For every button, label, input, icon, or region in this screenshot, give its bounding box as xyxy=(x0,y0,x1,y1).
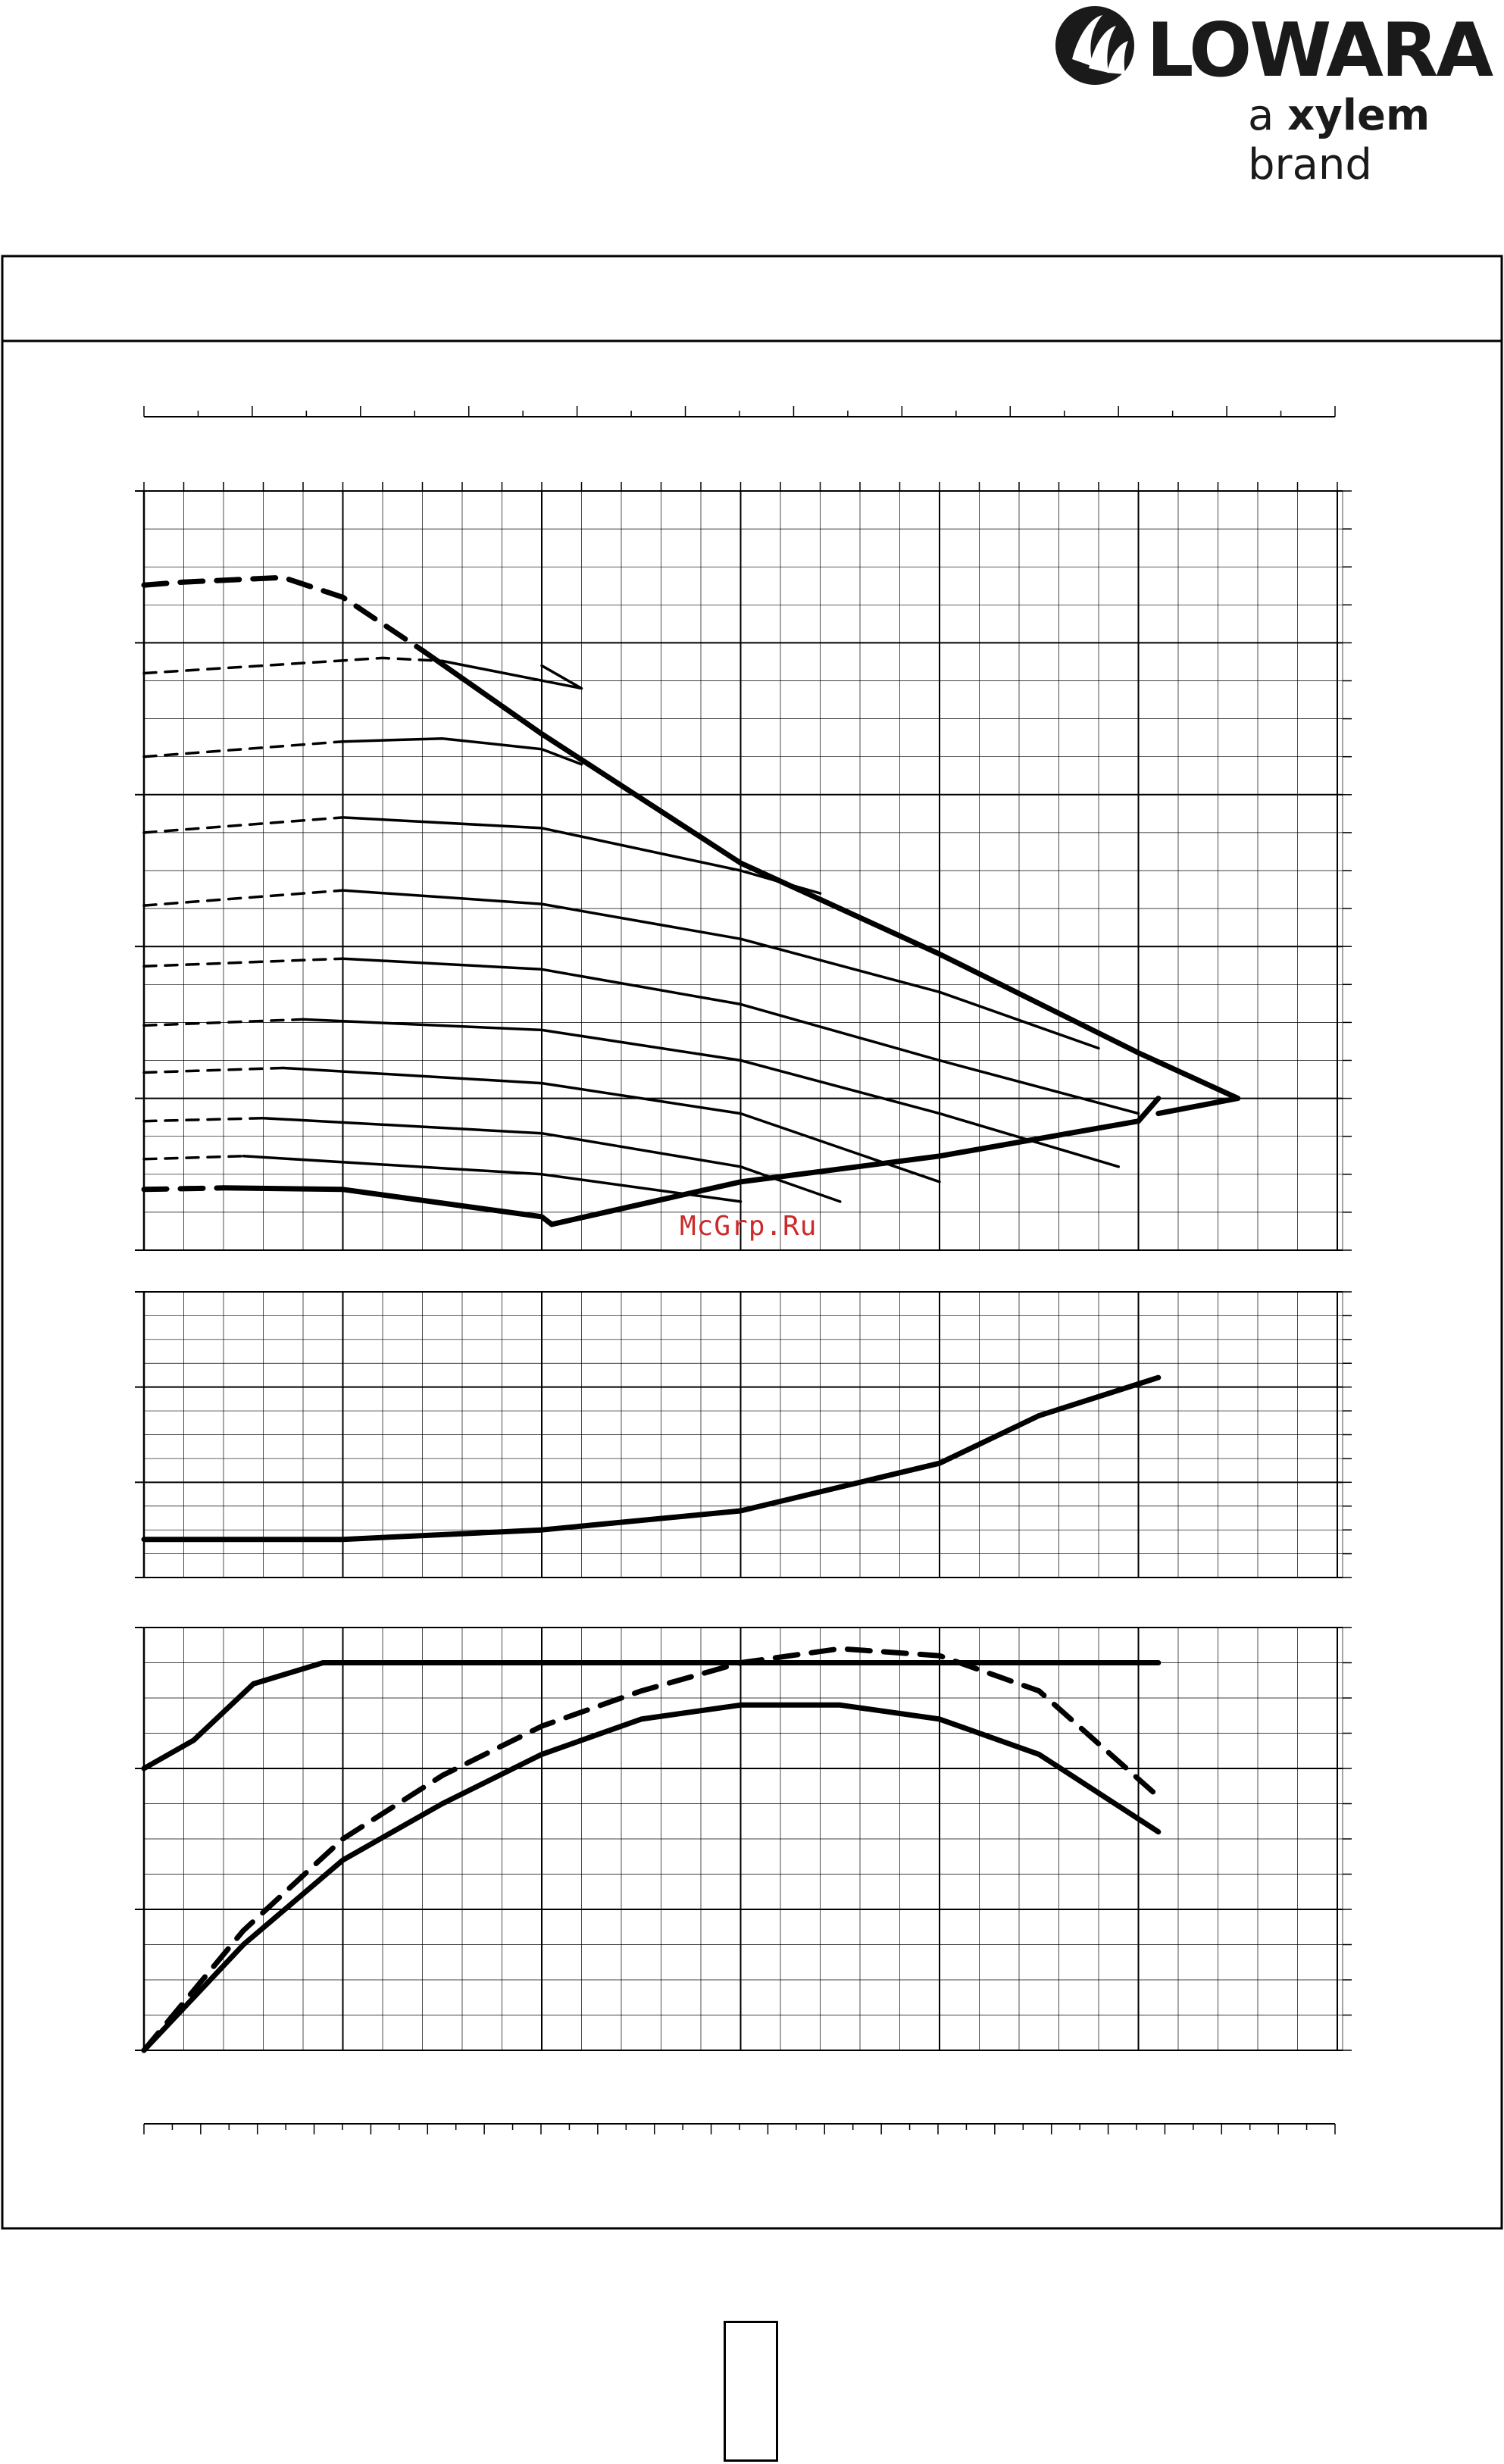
efficiency-curve-1 xyxy=(141,1646,1162,2053)
head-curve-17 xyxy=(142,1155,245,1161)
top-auxiliary-scale xyxy=(143,406,1336,417)
lowara-drop-icon xyxy=(1055,6,1134,85)
head-curve-14 xyxy=(282,1066,941,1184)
head-curve-10 xyxy=(341,957,1140,1115)
head-top-ticks xyxy=(143,482,1338,491)
head-curve-19 xyxy=(141,1185,227,1193)
brand-tagline: a xylem brand xyxy=(1248,91,1431,189)
head-curve-0 xyxy=(141,574,425,653)
page-number-box xyxy=(724,2321,778,2462)
head-curve-12 xyxy=(302,1018,1121,1168)
head-curve-16 xyxy=(261,1116,842,1203)
head-curve-2 xyxy=(441,659,583,690)
efficiency-curve-2 xyxy=(141,1702,1162,2053)
efficiency-grid xyxy=(135,1627,1352,2051)
watermark-text: McGrp.Ru xyxy=(680,1211,818,1242)
head-curve-22 xyxy=(549,1096,1162,1227)
head-curve-7 xyxy=(142,889,345,907)
head-curve-13 xyxy=(142,1066,285,1074)
power-grid xyxy=(135,1291,1352,1578)
chart-frame xyxy=(1,255,1503,2230)
head-curve-11 xyxy=(142,1018,305,1027)
head-curve-15 xyxy=(142,1116,265,1123)
head-curve-21 xyxy=(420,647,1241,1117)
head-curve-3 xyxy=(142,740,345,758)
bottom-auxiliary-scale xyxy=(143,2123,1336,2134)
head-curve-5 xyxy=(142,816,345,834)
power-curve-0 xyxy=(141,1374,1162,1543)
efficiency-curve-0 xyxy=(141,1660,1162,1771)
brand-name: LOWARA xyxy=(1146,8,1493,94)
head-curve-8 xyxy=(341,889,1100,1050)
head-curve-18 xyxy=(242,1155,743,1203)
brand-block: LOWARA a xylem brand xyxy=(1049,0,1504,189)
head-curve-4 xyxy=(341,736,583,766)
head-curve-9 xyxy=(142,957,345,968)
head-curve-1 xyxy=(142,656,444,675)
head-curve-20 xyxy=(220,1185,555,1227)
